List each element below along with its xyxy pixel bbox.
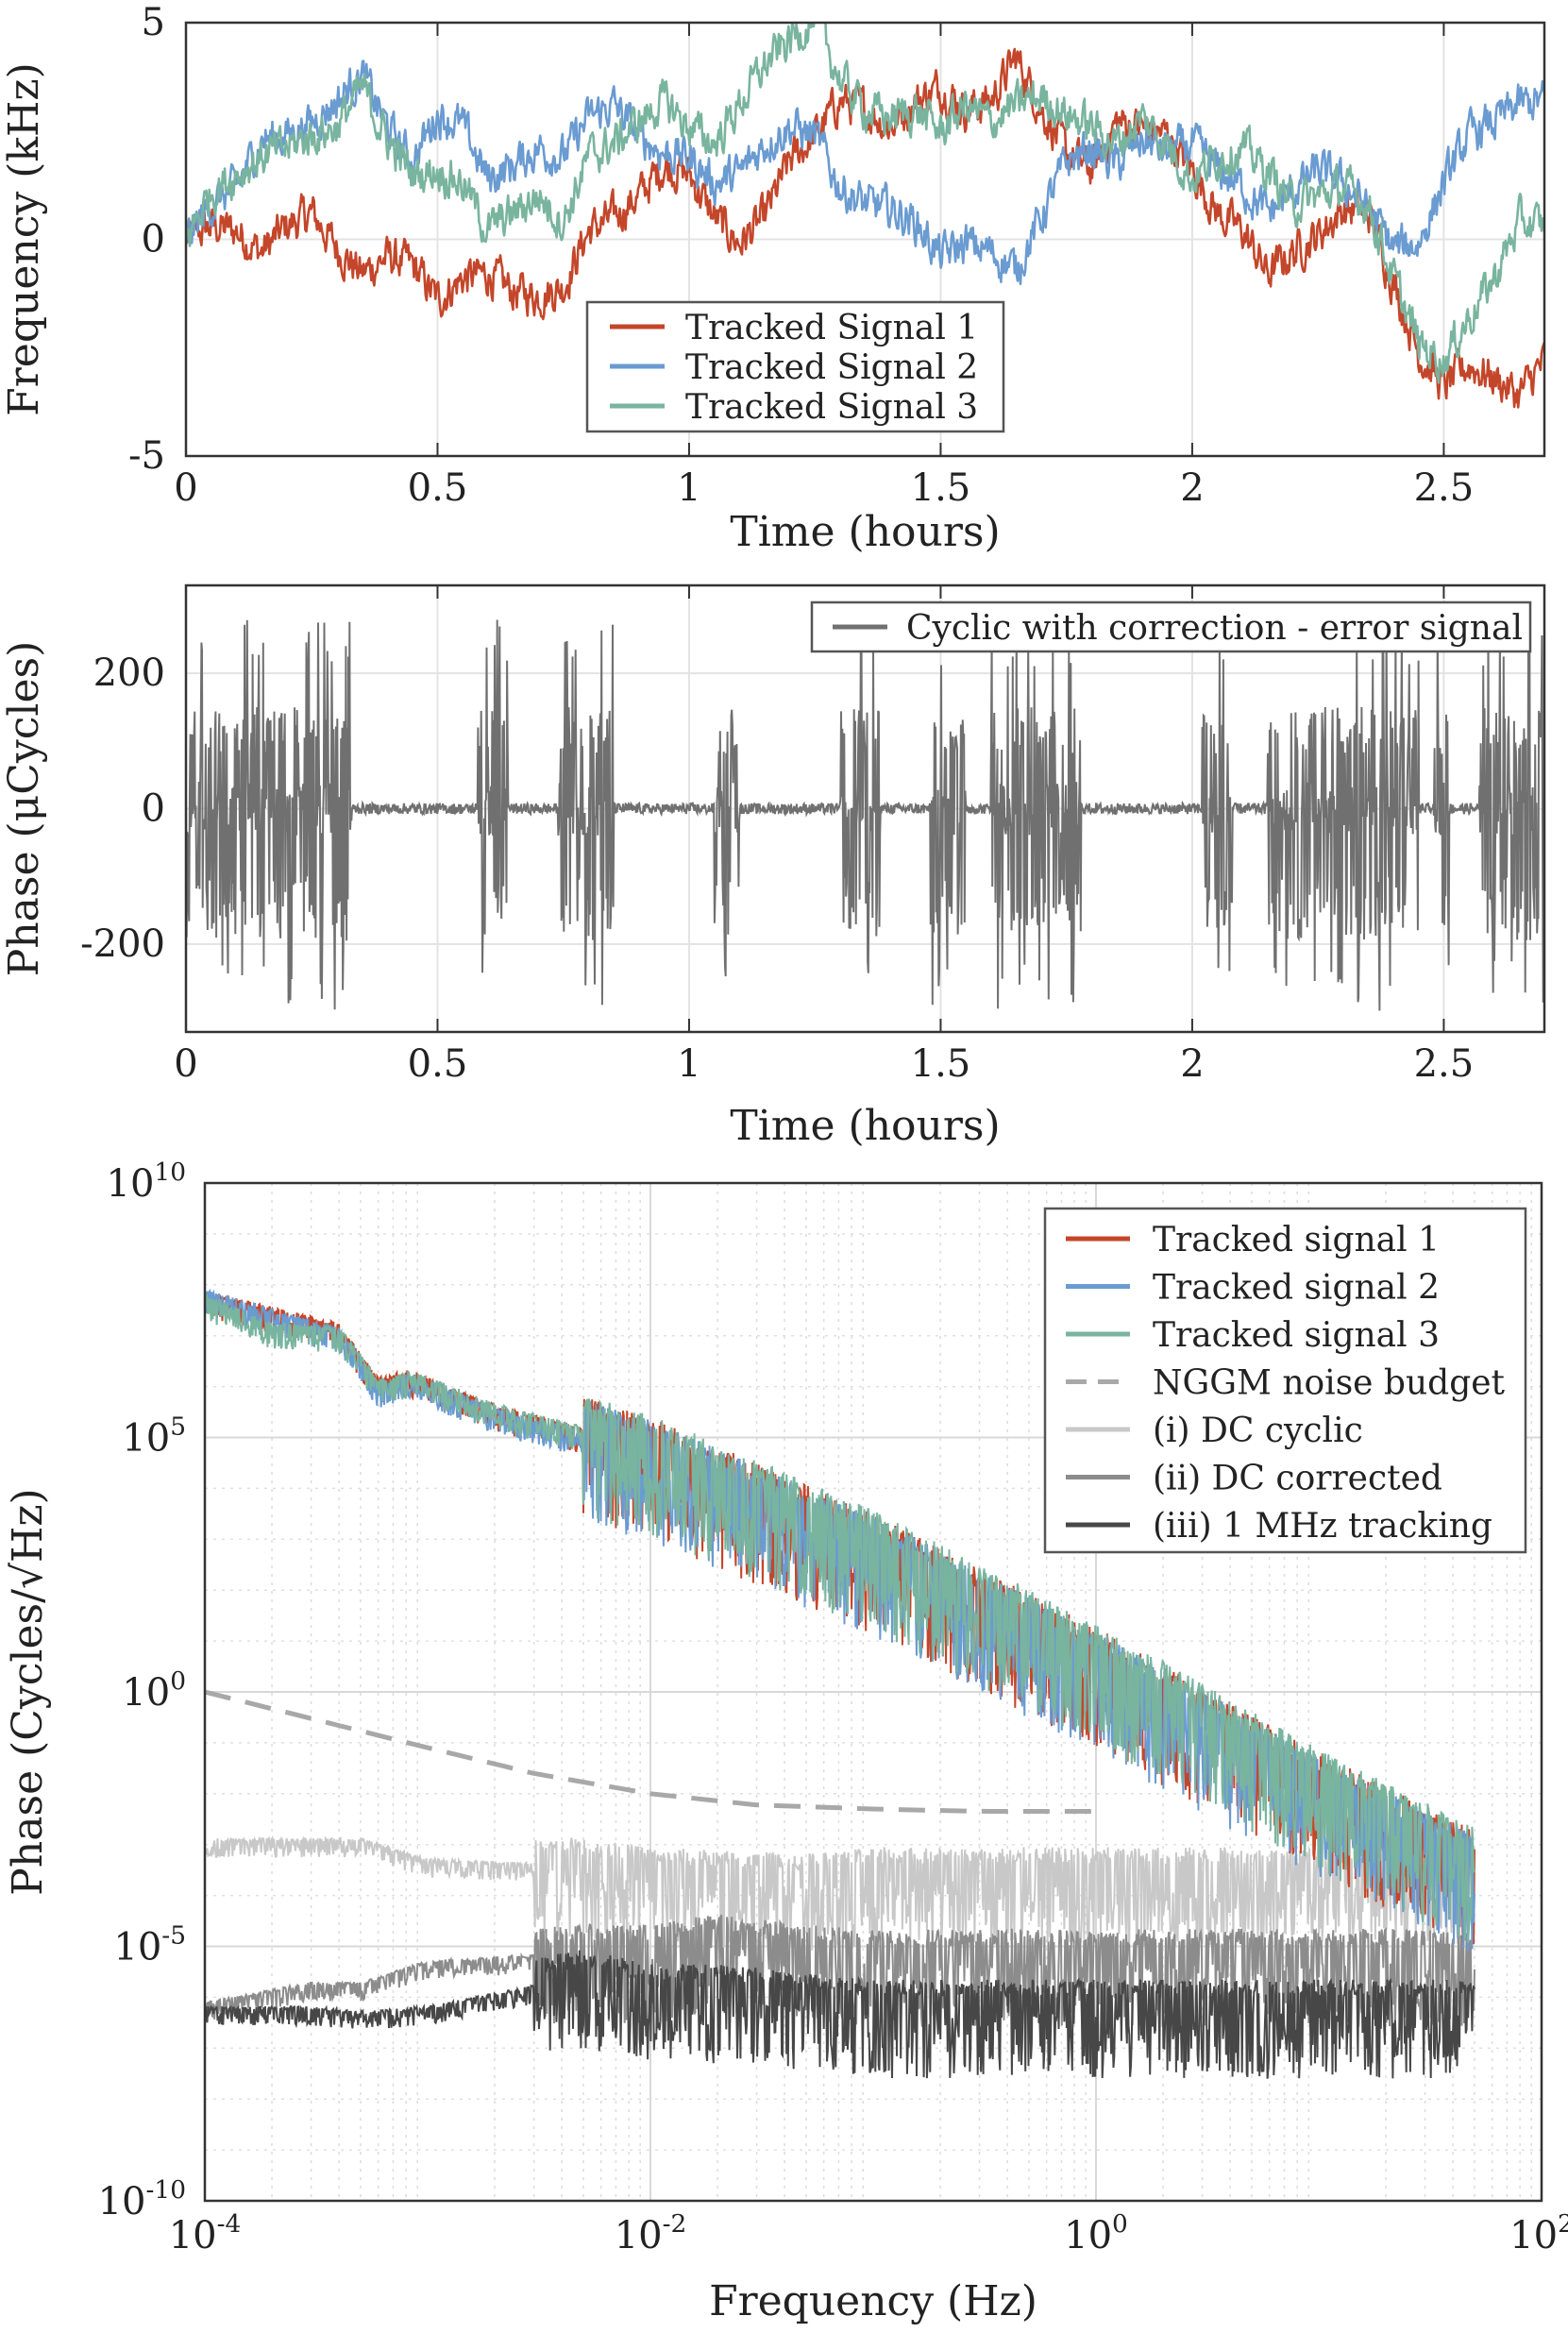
y-tick-label: 200 (93, 651, 165, 695)
x-tick-label: 100 (1064, 2209, 1128, 2257)
x-tick-label: 1 (677, 1042, 700, 1086)
x-tick-label: 1.5 (911, 466, 971, 510)
legend-label: Tracked signal 2 (1153, 1269, 1440, 1308)
y-tick-label: 1010 (107, 1158, 187, 1206)
x-tick-label: 2 (1180, 466, 1204, 510)
legend-label: Tracked signal 1 (1153, 1221, 1440, 1259)
y-tick-label: 10-5 (113, 1921, 186, 1970)
legend-label: Cyclic with correction - error signal (906, 609, 1523, 648)
series-line-4 (205, 1689, 1096, 1814)
legend-label: Tracked Signal 2 (685, 348, 978, 387)
x-tick-label: 2.5 (1414, 466, 1475, 510)
y-tick-label: 0 (142, 218, 165, 262)
x-tick-label: 1 (677, 466, 700, 510)
x-tick-label: 10-2 (615, 2209, 687, 2257)
y-tick-label: 0 (142, 787, 165, 831)
legend-box (1043, 1207, 1527, 1554)
plot-frame (184, 21, 1546, 458)
x-axis-label: Frequency (Hz) (709, 2277, 1037, 2325)
y-tick-label: -5 (128, 434, 165, 478)
legend-label: Tracked Signal 1 (685, 309, 978, 347)
legend-label: (ii) DC corrected (1153, 1460, 1442, 1498)
series-line-6 (205, 1914, 1475, 2028)
x-tick-label: 102 (1509, 2209, 1568, 2257)
x-tick-label: 0 (174, 466, 197, 510)
y-axis-label: Phase (Cycles/√Hz) (4, 1488, 52, 1895)
spectrum-panel: 10-4 10-2 100 102 10-10 10-5 100 105 1010 Tracked… (4, 1158, 1568, 2325)
x-axis-label: Time (hours) (730, 1102, 1000, 1150)
x-axis-label: Time (hours) (730, 508, 1000, 556)
series-line-7 (205, 1950, 1475, 2079)
y-axis-label: Phase (μCycles) (0, 641, 48, 977)
series-line-3 (186, 23, 1544, 384)
y-tick-label: 105 (122, 1412, 186, 1461)
x-tick-label: 2.5 (1414, 1042, 1475, 1086)
legend-label: (iii) 1 MHz tracking (1153, 1507, 1492, 1546)
y-tick-label: -200 (80, 922, 165, 966)
x-tick-label: 1.5 (911, 1042, 971, 1086)
legend-label: (i) DC cyclic (1153, 1412, 1363, 1450)
legend-label: Tracked signal 3 (1153, 1316, 1440, 1355)
series-group (205, 1288, 1475, 2079)
legend-label: Tracked Signal 3 (685, 388, 978, 427)
x-tick-label: 0 (174, 1042, 197, 1086)
x-tick-label: 0.5 (408, 466, 468, 510)
y-tick-label: 100 (122, 1666, 186, 1715)
y-tick-label: 5 (142, 1, 165, 44)
y-tick-label: 10-10 (98, 2175, 186, 2223)
phase-error-panel: 0 0.5 1 1.5 2 2.5 -200 0 200 Cyclic with correcti… (0, 583, 1546, 1150)
plot-frame (184, 583, 1546, 1034)
x-tick-label: 2 (1180, 1042, 1204, 1086)
series-line-3 (205, 1293, 1475, 1944)
y-axis-label: Frequency (kHz) (0, 62, 48, 416)
x-tick-label: 0.5 (408, 1042, 468, 1086)
series-line-1 (186, 619, 1544, 1011)
series-group (186, 23, 1544, 409)
legend-box (810, 600, 1532, 653)
plot-frame (203, 1181, 1543, 2203)
x-tick-label: 10-4 (169, 2209, 242, 2257)
legend-label: NGGM noise budget (1153, 1364, 1506, 1403)
